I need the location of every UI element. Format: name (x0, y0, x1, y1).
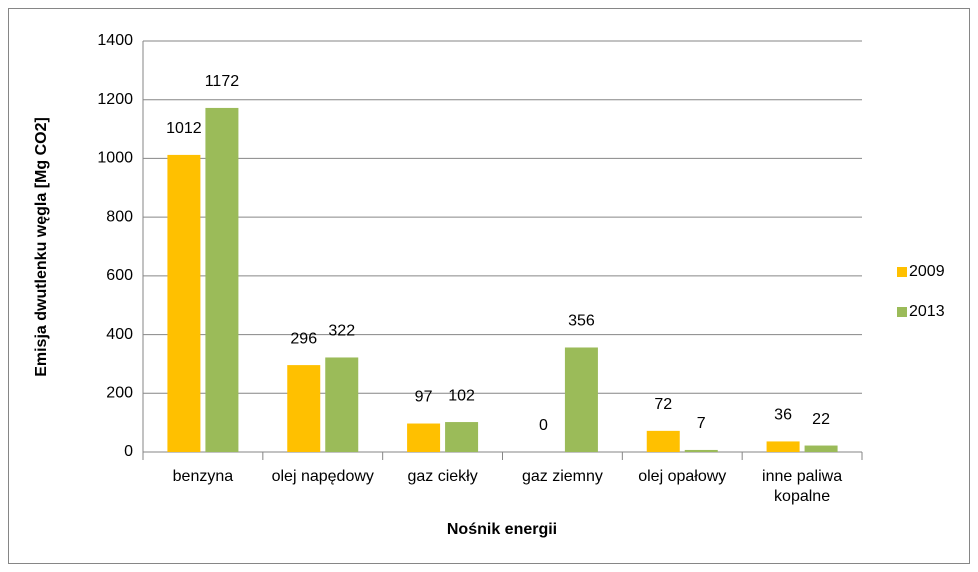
x-tick-label: benzyna (173, 468, 234, 485)
value-label: 7 (697, 415, 706, 432)
x-axis-title: Nośnik energii (447, 521, 557, 538)
bar (205, 107, 239, 452)
value-label: 0 (539, 417, 548, 434)
value-label: 97 (415, 389, 433, 406)
y-tick-label: 0 (124, 443, 133, 460)
x-tick-label: inne paliwa kopalne (762, 468, 842, 505)
bar (766, 441, 800, 452)
value-label: 72 (654, 396, 672, 413)
x-tick-label: olej opałowy (638, 468, 726, 485)
legend-swatch (897, 267, 907, 277)
value-label: 22 (812, 411, 830, 428)
legend-label: 2009 (909, 263, 945, 280)
bar (325, 357, 359, 452)
legend-label: 2013 (909, 303, 945, 320)
y-tick-label: 1200 (97, 91, 133, 108)
bar (407, 423, 441, 452)
bar (804, 445, 838, 452)
bar (445, 422, 479, 452)
y-axis-title: Emisja dwutlenku węgla [Mg CO2] (33, 117, 50, 377)
y-tick-label: 800 (106, 208, 133, 225)
y-tick-label: 1000 (97, 150, 133, 167)
legend-swatch (897, 307, 907, 317)
y-tick-label: 400 (106, 326, 133, 343)
value-label: 1012 (166, 120, 202, 137)
bar (287, 365, 321, 452)
bar (646, 430, 680, 452)
x-tick-label: olej napędowy (272, 468, 374, 485)
value-label: 356 (568, 313, 595, 330)
value-label: 322 (328, 323, 355, 340)
y-tick-label: 1400 (97, 32, 133, 49)
value-label: 1172 (205, 73, 240, 90)
x-tick-label: gaz ziemny (522, 468, 603, 485)
bar (167, 154, 201, 453)
x-tick-label: gaz ciekły (407, 468, 477, 485)
value-label: 102 (448, 387, 475, 404)
y-tick-label: 600 (106, 267, 133, 284)
y-tick-label: 200 (106, 385, 133, 402)
value-label: 36 (774, 407, 792, 424)
value-label: 296 (290, 330, 317, 347)
bar (684, 449, 718, 452)
bar (564, 347, 598, 452)
